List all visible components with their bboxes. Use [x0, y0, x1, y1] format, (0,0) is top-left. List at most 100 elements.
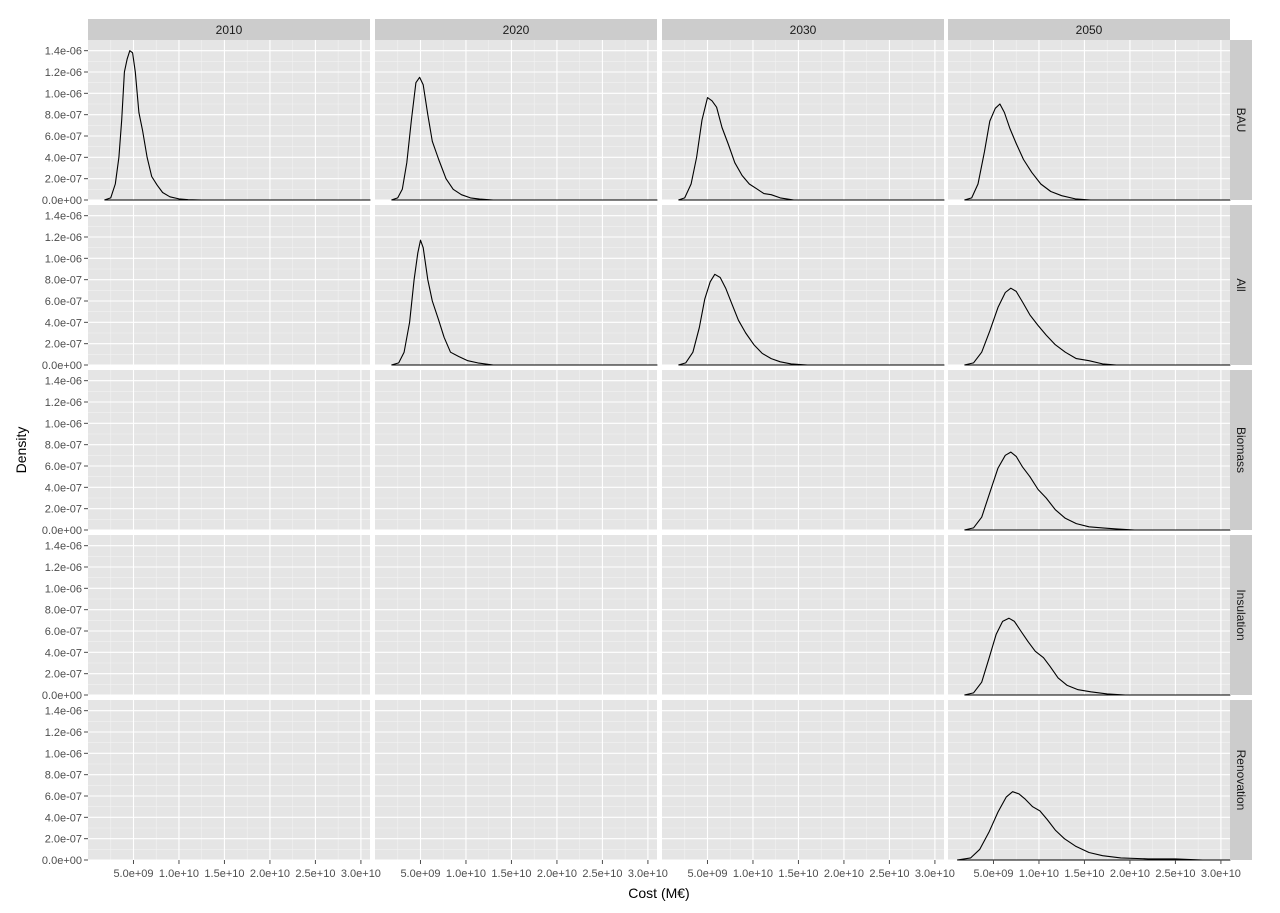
y-tick-label: 1.2e-06 — [45, 562, 82, 574]
y-tick-label: 1.4e-06 — [45, 706, 82, 718]
y-tick-label: 1.2e-06 — [45, 232, 82, 244]
y-tick-label: 1.0e-06 — [45, 253, 82, 265]
panel-bau-2050 — [948, 40, 1230, 201]
x-tick-label: 5.0e+09 — [400, 868, 440, 880]
panel-insulation-2030 — [662, 535, 944, 696]
panel-renovation-2050 — [948, 700, 1230, 861]
panel-bau-2010 — [88, 40, 370, 201]
y-tick-label: 1.4e-06 — [45, 376, 82, 388]
panel-background — [375, 40, 657, 200]
y-tick-label: 2.0e-07 — [45, 504, 82, 516]
y-tick-label: 8.0e-07 — [45, 110, 82, 122]
strip-column-2050 — [948, 19, 1230, 40]
x-tick-label: 1.5e+10 — [1064, 868, 1104, 880]
y-tick-label: 0.0e+00 — [42, 195, 82, 207]
panel-background — [948, 370, 1230, 530]
strip-label-row: BAU — [1234, 108, 1248, 133]
strip-label-column: 2020 — [503, 23, 530, 37]
panel-all-2020 — [375, 205, 657, 366]
panel-renovation-2030 — [662, 700, 944, 861]
x-tick-label: 3.0e+10 — [628, 868, 668, 880]
panel-biomass-2020 — [375, 370, 657, 531]
panel-insulation-2050 — [948, 535, 1230, 696]
x-tick-label: 1.0e+10 — [733, 868, 773, 880]
strip-column-2020 — [375, 19, 657, 40]
y-tick-label: 4.0e-07 — [45, 152, 82, 164]
y-tick-label: 4.0e-07 — [45, 317, 82, 329]
y-tick-label: 1.4e-06 — [45, 541, 82, 553]
y-tick-label: 6.0e-07 — [45, 131, 82, 143]
y-tick-label: 1.4e-06 — [45, 211, 82, 223]
x-tick-label: 3.0e+10 — [341, 868, 381, 880]
y-tick-label: 1.0e-06 — [45, 748, 82, 760]
panel-background — [375, 370, 657, 530]
density-curve-bau-2010 — [104, 50, 371, 201]
x-tick-label: 1.0e+10 — [446, 868, 486, 880]
y-tick-label: 0.0e+00 — [42, 690, 82, 702]
panel-biomass-2030 — [662, 370, 944, 531]
y-tick-label: 1.2e-06 — [45, 397, 82, 409]
y-tick-label: 1.0e-06 — [45, 583, 82, 595]
x-tick-label: 5.0e+09 — [973, 868, 1013, 880]
x-tick-label: 2.5e+10 — [295, 868, 335, 880]
panel-background — [375, 700, 657, 860]
y-tick-label: 1.2e-06 — [45, 727, 82, 739]
y-tick-label: 1.2e-06 — [45, 67, 82, 79]
panel-background — [375, 205, 657, 365]
y-tick-label: 4.0e-07 — [45, 647, 82, 659]
x-tick-label: 3.0e+10 — [1201, 868, 1241, 880]
density-curve-all-2030 — [678, 273, 945, 366]
x-tick-label: 5.0e+09 — [113, 868, 153, 880]
strip-row-bau — [1230, 40, 1252, 200]
panel-background — [948, 535, 1230, 695]
y-tick-label: 0.0e+00 — [42, 855, 82, 867]
strips-layer: 2010 2020 2030 2050 BAU All Biomass Insulation R… — [88, 19, 1252, 860]
density-curve-biomass-2050 — [964, 451, 1231, 531]
density-curve-insulation-2050 — [964, 617, 1231, 696]
x-tick-label: 1.5e+10 — [491, 868, 531, 880]
x-tick-label: 1.0e+10 — [1019, 868, 1059, 880]
y-tick-label: 2.0e-07 — [45, 669, 82, 681]
panel-insulation-2010 — [88, 535, 370, 696]
strip-row-insulation — [1230, 535, 1252, 695]
strip-label-row: Biomass — [1234, 427, 1248, 473]
x-tick-label: 1.0e+10 — [159, 868, 199, 880]
x-tick-label: 5.0e+09 — [687, 868, 727, 880]
y-tick-label: 4.0e-07 — [45, 812, 82, 824]
x-tick-label: 2.5e+10 — [869, 868, 909, 880]
y-tick-label: 8.0e-07 — [45, 440, 82, 452]
x-tick-label: 2.5e+10 — [582, 868, 622, 880]
strip-label-row: All — [1234, 278, 1248, 291]
panel-all-2030 — [662, 205, 944, 366]
panel-background — [662, 205, 944, 365]
strip-label-column: 2030 — [790, 23, 817, 37]
panel-background — [662, 700, 944, 860]
y-tick-label: 6.0e-07 — [45, 296, 82, 308]
panel-background — [948, 700, 1230, 860]
x-tick-label: 2.0e+10 — [537, 868, 577, 880]
density-curve-renovation-2050 — [957, 791, 1231, 861]
panel-bau-2020 — [375, 40, 657, 201]
panel-background — [662, 40, 944, 200]
strip-column-2010 — [88, 19, 370, 40]
y-tick-label: 4.0e-07 — [45, 482, 82, 494]
panel-renovation-2010 — [88, 700, 370, 861]
panel-all-2010 — [88, 205, 370, 366]
strip-row-biomass — [1230, 370, 1252, 530]
y-axis: 0.0e+00 2.0e-07 4.0e-07 6.0e-07 8.0e-07 1.0e-… — [42, 46, 88, 867]
x-tick-label: 2.0e+10 — [1110, 868, 1150, 880]
y-tick-label: 8.0e-07 — [45, 275, 82, 287]
panel-background — [88, 370, 370, 530]
strip-label-row: Renovation — [1234, 750, 1248, 811]
y-tick-label: 0.0e+00 — [42, 360, 82, 372]
y-tick-label: 2.0e-07 — [45, 339, 82, 351]
y-tick-label: 8.0e-07 — [45, 605, 82, 617]
y-tick-label: 2.0e-07 — [45, 834, 82, 846]
panel-background — [88, 535, 370, 695]
panel-renovation-2020 — [375, 700, 657, 861]
panel-bau-2030 — [662, 40, 944, 201]
x-tick-label: 2.0e+10 — [250, 868, 290, 880]
strip-row-all — [1230, 205, 1252, 365]
density-curve-all-2050 — [964, 287, 1231, 366]
strip-row-renovation — [1230, 700, 1252, 860]
